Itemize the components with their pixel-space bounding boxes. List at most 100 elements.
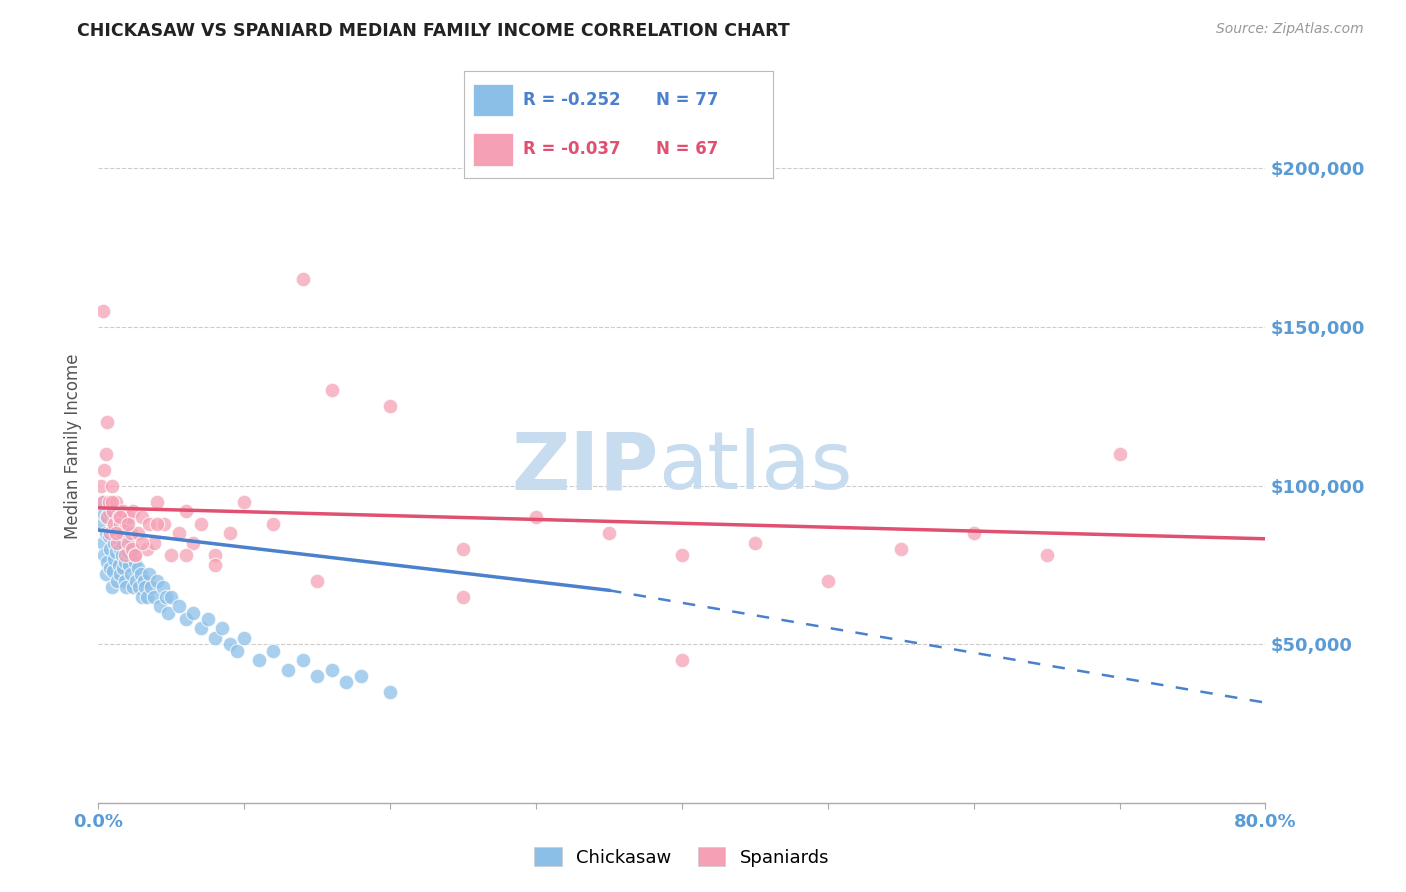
Point <box>160 590 183 604</box>
Point <box>108 533 131 547</box>
Point <box>121 542 143 557</box>
Point <box>226 643 249 657</box>
Point <box>817 574 839 588</box>
Point <box>114 555 136 569</box>
Point <box>122 580 145 594</box>
Point <box>233 631 256 645</box>
Point <box>181 535 204 549</box>
Point <box>112 504 135 518</box>
Point <box>149 599 172 614</box>
Point <box>108 510 131 524</box>
Point <box>115 516 138 531</box>
Point <box>90 478 112 492</box>
Point <box>131 535 153 549</box>
Point <box>114 574 136 588</box>
Y-axis label: Median Family Income: Median Family Income <box>65 353 83 539</box>
Point <box>291 272 314 286</box>
Point <box>108 558 131 572</box>
Point <box>124 549 146 563</box>
Point <box>671 653 693 667</box>
Text: CHICKASAW VS SPANIARD MEDIAN FAMILY INCOME CORRELATION CHART: CHICKASAW VS SPANIARD MEDIAN FAMILY INCO… <box>77 22 790 40</box>
Text: R = -0.037: R = -0.037 <box>523 141 620 159</box>
Point <box>104 494 127 508</box>
Point <box>97 529 120 543</box>
Point <box>350 669 373 683</box>
Point <box>307 669 329 683</box>
Point <box>152 580 174 594</box>
Point <box>218 526 240 541</box>
Point <box>101 564 124 578</box>
Point <box>1108 447 1130 461</box>
Point <box>598 526 620 541</box>
Point <box>117 516 139 531</box>
Point <box>100 580 122 594</box>
Bar <box>474 134 513 166</box>
Point <box>128 580 150 594</box>
Point <box>110 542 132 557</box>
Point <box>744 535 766 549</box>
Point <box>112 561 135 575</box>
Point <box>117 535 139 549</box>
Point <box>115 529 138 543</box>
Point <box>93 549 115 563</box>
Point <box>118 558 141 572</box>
Point <box>155 590 177 604</box>
Text: N = 67: N = 67 <box>655 141 718 159</box>
Point <box>451 590 474 604</box>
Point <box>96 510 118 524</box>
Point <box>105 574 128 588</box>
Point <box>146 574 169 588</box>
Point <box>94 447 117 461</box>
Point <box>139 580 162 594</box>
Point <box>204 558 226 572</box>
Point <box>135 542 157 557</box>
Point <box>100 494 122 508</box>
Point <box>262 643 284 657</box>
Point <box>103 535 125 549</box>
Point <box>138 567 160 582</box>
Point <box>91 494 114 508</box>
Point <box>380 400 402 414</box>
Point <box>1035 549 1057 563</box>
Point <box>307 574 329 588</box>
Point <box>962 526 984 541</box>
Point <box>233 494 256 508</box>
Point <box>132 574 155 588</box>
Point <box>104 545 127 559</box>
Point <box>204 631 226 645</box>
Point <box>94 567 117 582</box>
Point <box>129 567 152 582</box>
Point <box>890 542 912 557</box>
Point <box>110 510 132 524</box>
Point <box>131 510 153 524</box>
Point <box>120 526 142 541</box>
Point <box>120 567 142 582</box>
Point <box>111 526 134 541</box>
Point <box>160 549 183 563</box>
Point <box>197 612 219 626</box>
Point <box>451 542 474 557</box>
Point <box>94 526 117 541</box>
Point <box>91 494 114 508</box>
Point <box>121 542 143 557</box>
Point <box>335 675 357 690</box>
Point <box>101 516 124 531</box>
Point <box>93 507 115 521</box>
Point <box>105 516 128 531</box>
Point <box>100 478 122 492</box>
Point <box>190 516 212 531</box>
Point <box>98 542 121 557</box>
Point <box>103 551 125 566</box>
Bar <box>474 84 513 116</box>
Point <box>97 504 120 518</box>
Point <box>127 561 149 575</box>
Point <box>125 574 148 588</box>
Point <box>104 526 127 541</box>
Point <box>122 504 145 518</box>
Point <box>110 516 132 531</box>
Point <box>146 516 169 531</box>
Text: ZIP: ZIP <box>512 428 658 507</box>
Point <box>124 549 146 563</box>
Point <box>321 663 343 677</box>
Point <box>291 653 314 667</box>
